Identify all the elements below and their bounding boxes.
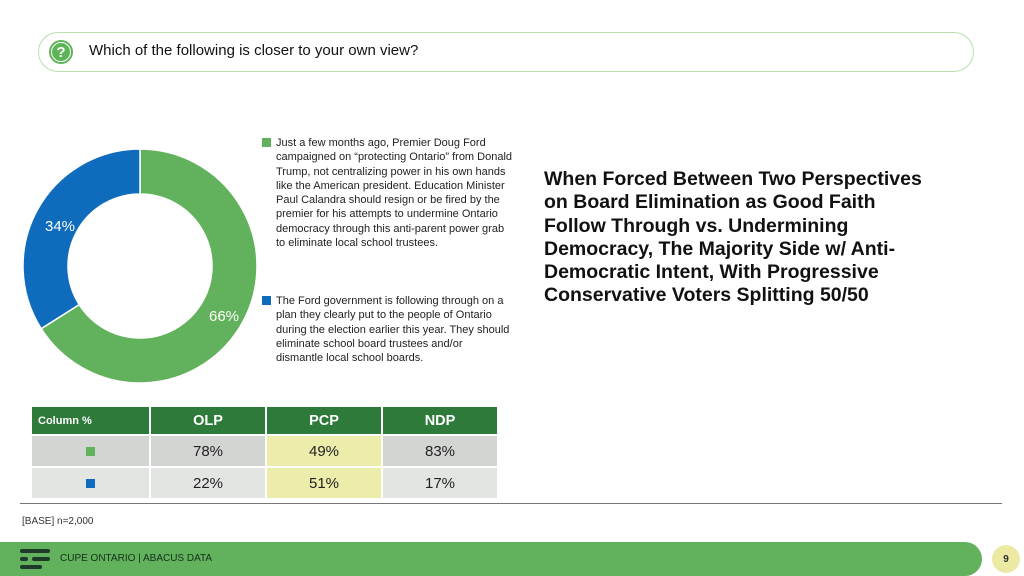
footer-bar — [0, 542, 982, 576]
row-swatch-cell — [32, 466, 149, 498]
abacus-logo-icon — [20, 549, 50, 569]
donut-slice-green — [40, 148, 258, 384]
row-swatch-green — [86, 446, 95, 456]
column-header-ndp: NDP — [383, 407, 497, 434]
legend-text-blue: The Ford government is following through… — [276, 295, 510, 365]
column-header-pcp: PCP — [267, 407, 381, 434]
legend-item-green: Just a few months ago, Premier Doug Ford… — [262, 136, 512, 250]
column-header-olp: OLP — [151, 407, 265, 434]
donut-label-blue: 34% — [45, 218, 75, 235]
page-number: 9 — [992, 545, 1020, 573]
table-cell: 83% — [383, 434, 497, 466]
donut-label-green: 66% — [209, 308, 239, 325]
table-row: 78% 49% 83% — [32, 434, 497, 466]
row-swatch-cell — [32, 434, 149, 466]
row-swatch-blue — [86, 478, 95, 488]
table-cell: 78% — [151, 434, 265, 466]
footer-brand: CUPE ONTARIO | ABACUS DATA — [60, 553, 213, 564]
table-cell: 22% — [151, 466, 265, 498]
question-icon: ? — [49, 40, 73, 64]
donut-slice-blue — [22, 148, 141, 330]
divider — [20, 503, 1002, 504]
base-note: [BASE] n=2,000 — [22, 516, 94, 527]
slide-headline: When Forced Between Two Perspectives on … — [544, 168, 922, 307]
table-cell: 49% — [267, 434, 381, 466]
table-cell: 17% — [383, 466, 497, 498]
table-cell: 51% — [267, 466, 381, 498]
question-text: Which of the following is closer to your… — [89, 42, 419, 59]
table-row: 22% 51% 17% — [32, 466, 497, 498]
legend-text-green: Just a few months ago, Premier Doug Ford… — [276, 137, 513, 250]
row-header: Column % — [32, 407, 149, 434]
legend-item-blue: The Ford government is following through… — [262, 294, 512, 365]
question-bar: ? Which of the following is closer to yo… — [38, 32, 974, 72]
crosstab-table: Column % OLP PCP NDP 78% 49% 83% 22% 51%… — [30, 407, 499, 498]
legend-swatch-green — [262, 138, 271, 147]
legend-swatch-blue — [262, 296, 271, 305]
